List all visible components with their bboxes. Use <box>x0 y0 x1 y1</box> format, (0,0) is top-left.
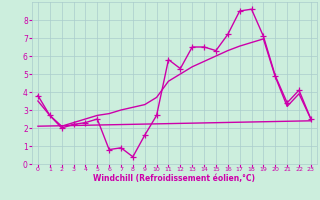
X-axis label: Windchill (Refroidissement éolien,°C): Windchill (Refroidissement éolien,°C) <box>93 174 255 183</box>
